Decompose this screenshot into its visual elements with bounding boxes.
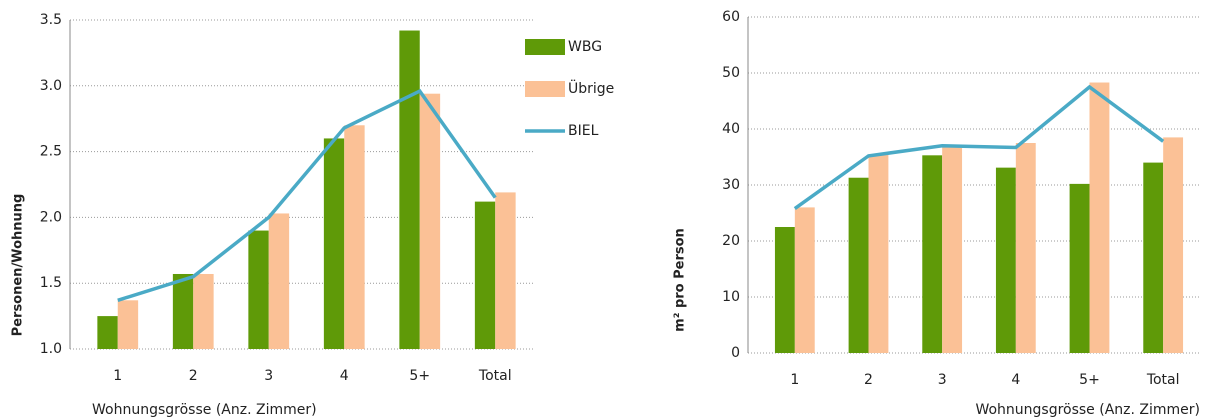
bar bbox=[474, 201, 496, 349]
x-tick-label: 2 bbox=[864, 372, 873, 388]
bar bbox=[172, 273, 194, 349]
x-axis-title: Wohnungsgrösse (Anz. Zimmer) bbox=[975, 402, 1200, 418]
bar bbox=[117, 300, 139, 349]
x-tick-label: 4 bbox=[1011, 372, 1020, 388]
bar bbox=[268, 213, 290, 349]
y-tick-label: 2.0 bbox=[40, 209, 62, 225]
bar bbox=[495, 192, 516, 349]
x-tick-label: Total bbox=[478, 368, 512, 384]
legend-label: WBG bbox=[568, 39, 602, 55]
bar bbox=[942, 145, 963, 353]
y-tick-label: 20 bbox=[722, 233, 740, 249]
bar bbox=[1163, 137, 1184, 353]
legend-label: BIEL bbox=[568, 123, 599, 139]
bar bbox=[399, 30, 420, 349]
legend-label: Übrige bbox=[568, 79, 614, 97]
bar bbox=[97, 316, 118, 349]
y-tick-label: 3.5 bbox=[40, 12, 62, 28]
y-tick-label: 60 bbox=[722, 9, 740, 25]
line bbox=[793, 84, 1165, 210]
bar bbox=[323, 138, 345, 349]
y-axis-title: Personen/Wohnung bbox=[11, 194, 26, 337]
y-tick-label: 2.5 bbox=[40, 144, 62, 160]
bar bbox=[774, 227, 795, 353]
bar bbox=[922, 155, 943, 353]
bar bbox=[995, 167, 1016, 353]
bar bbox=[848, 177, 869, 353]
bar bbox=[868, 154, 889, 353]
y-tick-label: 40 bbox=[722, 121, 740, 137]
bar bbox=[1015, 143, 1036, 353]
bar bbox=[1089, 82, 1110, 354]
bar bbox=[248, 230, 269, 349]
x-tick-label: Total bbox=[1146, 372, 1180, 388]
x-axis-title: Wohnungsgrösse (Anz. Zimmer) bbox=[92, 402, 317, 418]
x-tick-label: 4 bbox=[340, 368, 349, 384]
y-tick-label: 1.0 bbox=[40, 341, 62, 357]
x-tick-label: 5+ bbox=[409, 368, 430, 384]
line bbox=[117, 88, 497, 302]
y-tick-label: 30 bbox=[722, 177, 740, 193]
x-tick-label: 5+ bbox=[1079, 372, 1100, 388]
legend-swatch bbox=[525, 39, 565, 55]
bar bbox=[1143, 162, 1164, 353]
x-tick-label: 1 bbox=[790, 372, 799, 388]
y-tick-label: 1.5 bbox=[40, 275, 62, 291]
x-tick-label: 1 bbox=[113, 368, 122, 384]
bar bbox=[344, 125, 365, 349]
x-tick-label: 3 bbox=[264, 368, 273, 384]
bar bbox=[419, 93, 441, 349]
x-tick-label: 3 bbox=[938, 372, 947, 388]
bar bbox=[794, 207, 815, 353]
y-tick-label: 3.0 bbox=[40, 78, 62, 94]
bar bbox=[193, 273, 214, 349]
legend-swatch bbox=[525, 81, 565, 97]
bar bbox=[1069, 183, 1090, 353]
y-tick-label: 10 bbox=[722, 289, 740, 305]
y-tick-label: 0 bbox=[731, 345, 740, 361]
y-axis-title: m² pro Person bbox=[673, 228, 688, 332]
x-tick-label: 2 bbox=[189, 368, 198, 384]
y-tick-label: 50 bbox=[722, 65, 740, 81]
